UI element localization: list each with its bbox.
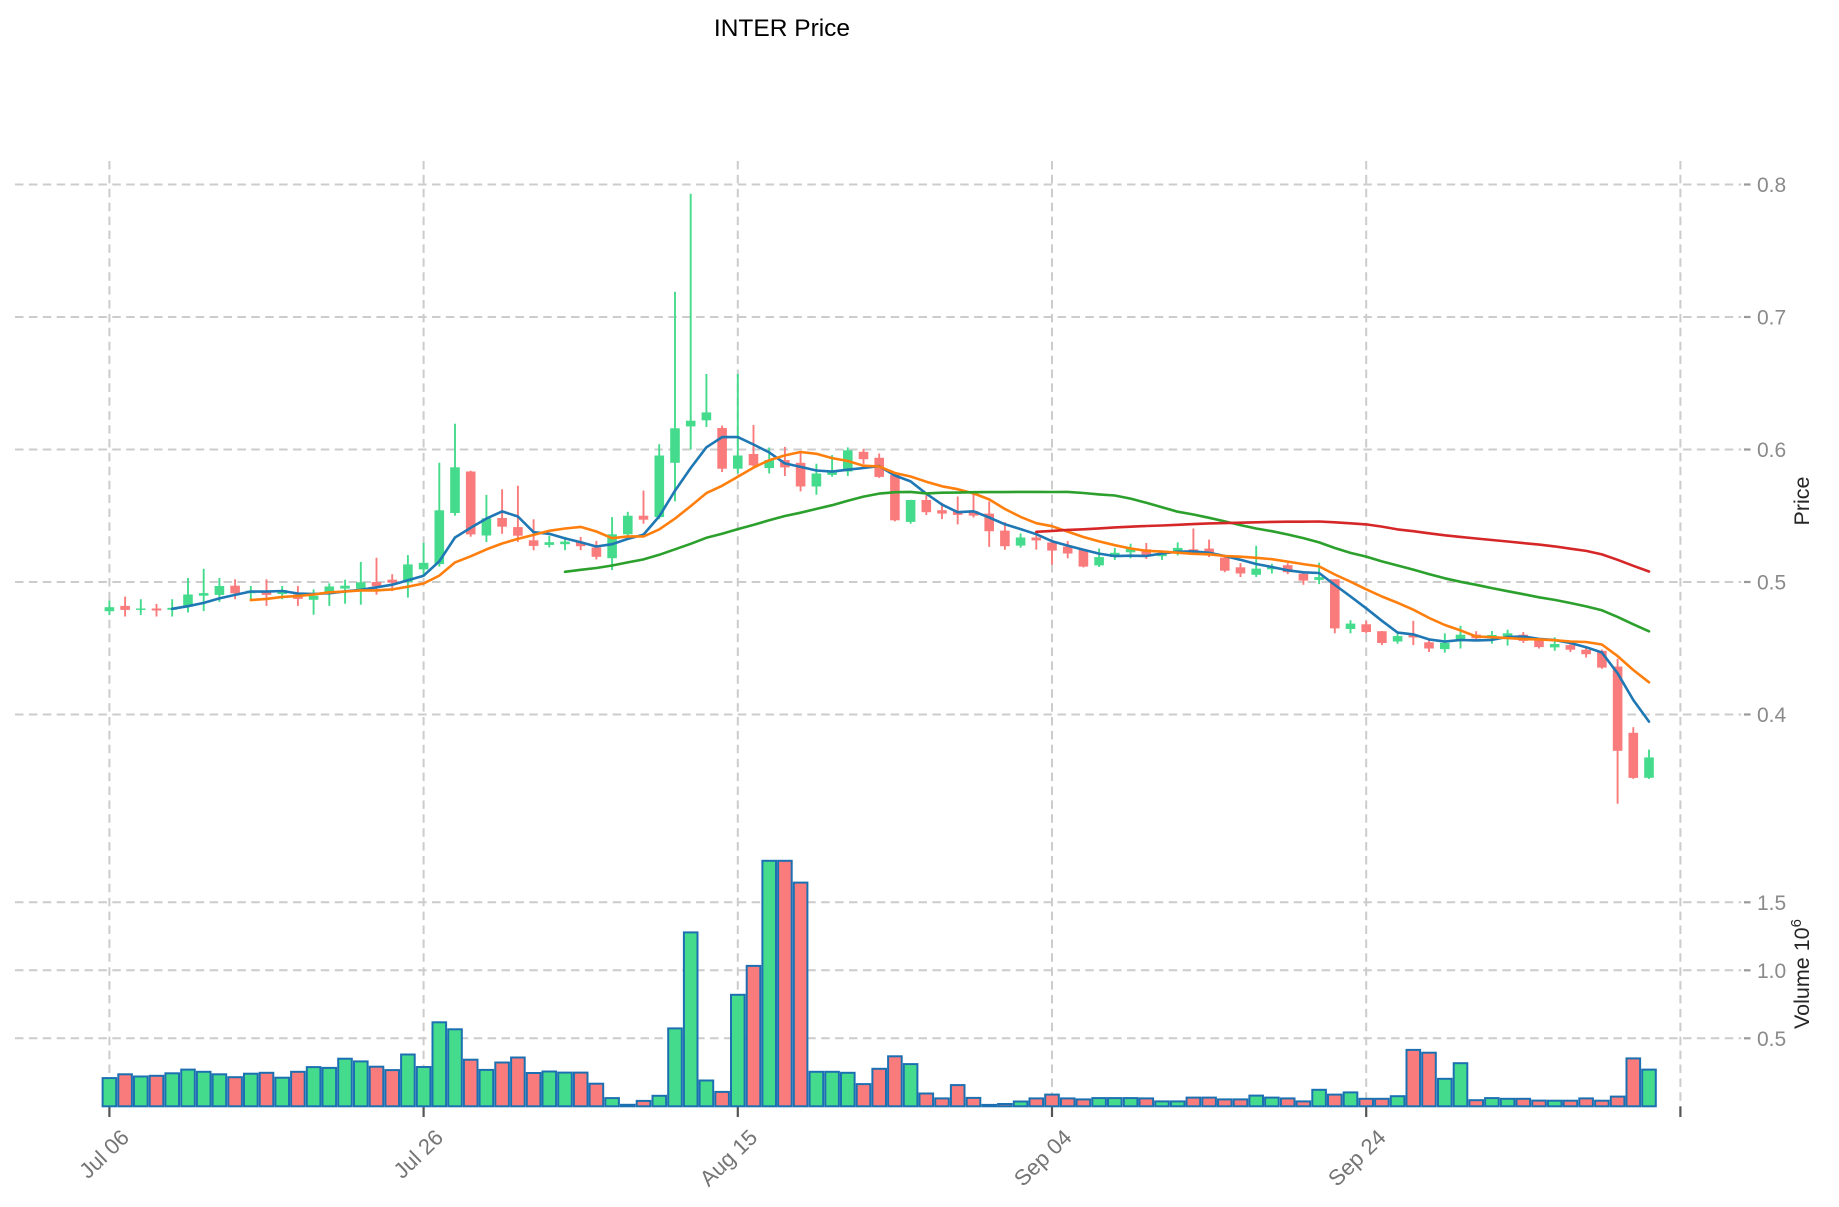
svg-text:0.4: 0.4: [1757, 704, 1787, 727]
svg-text:0.8: 0.8: [1757, 174, 1786, 197]
svg-text:1.0: 1.0: [1757, 960, 1786, 983]
svg-text:0.6: 0.6: [1757, 439, 1786, 462]
svg-text:INTER Price: INTER Price: [714, 15, 850, 42]
svg-text:Volume 106: Volume 106: [1788, 919, 1814, 1029]
svg-text:Price: Price: [1790, 477, 1814, 526]
svg-text:0.5: 0.5: [1757, 572, 1786, 595]
svg-text:1.5: 1.5: [1757, 892, 1786, 915]
svg-text:0.7: 0.7: [1757, 307, 1786, 330]
svg-text:0.5: 0.5: [1757, 1028, 1786, 1051]
